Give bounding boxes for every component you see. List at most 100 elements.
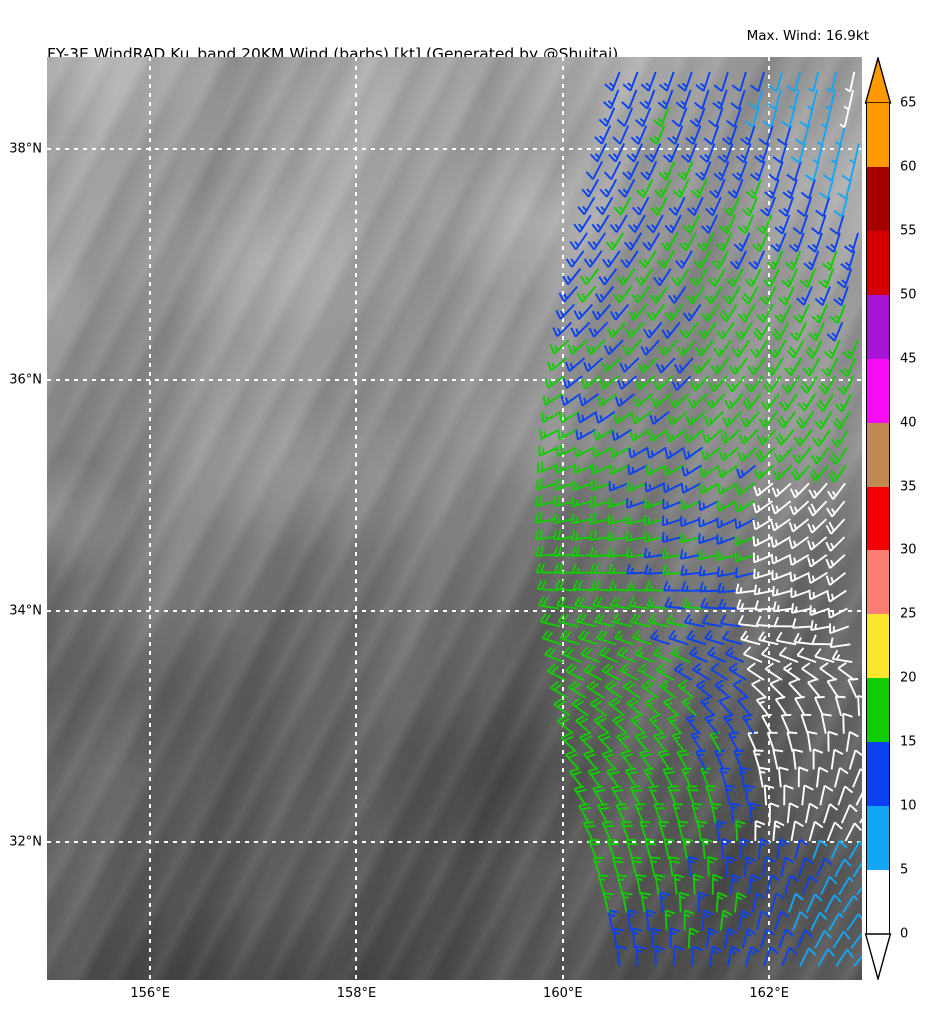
barb-half-flag — [758, 470, 763, 477]
wind-barb — [643, 531, 665, 543]
wind-barb — [560, 732, 577, 753]
barb-half-flag — [793, 523, 797, 530]
barb-shaft — [672, 803, 681, 824]
barb-full-flag — [600, 735, 611, 741]
barb-half-flag — [760, 842, 766, 847]
barb-half-flag — [716, 824, 723, 828]
wind-barb — [676, 749, 690, 770]
barb-full-flag — [644, 580, 651, 591]
wind-barb — [672, 945, 684, 967]
barb-full-flag — [698, 565, 703, 576]
barb-full-flag — [535, 562, 542, 573]
wind-barb-rainflagged — [833, 767, 849, 788]
barb-shaft — [708, 946, 714, 967]
wind-barb — [668, 629, 689, 646]
barb-full-flag — [586, 665, 596, 674]
barb-shaft — [628, 464, 648, 476]
barb-full-flag — [755, 820, 766, 826]
barb-shaft — [698, 536, 719, 545]
barb-full-flag — [579, 732, 590, 739]
barb-shaft — [766, 732, 776, 752]
barb-shaft — [556, 464, 576, 474]
wind-barb — [648, 714, 664, 735]
barb-shaft — [788, 893, 797, 913]
barb-full-flag — [572, 579, 579, 590]
wind-barb-rainflagged — [770, 518, 791, 532]
wind-barb — [554, 579, 576, 592]
barb-shaft — [837, 785, 846, 806]
barb-shaft — [736, 518, 755, 530]
wind-barb — [668, 856, 680, 877]
barb-full-flag — [647, 431, 653, 442]
barb-full-flag — [613, 927, 624, 932]
barb-full-flag — [716, 501, 720, 512]
barb-shaft — [718, 589, 739, 594]
barb-full-flag — [819, 839, 829, 848]
barb-shaft — [565, 670, 584, 681]
barb-shaft — [753, 571, 774, 580]
barb-shaft — [635, 946, 639, 967]
barb-half-flag — [793, 557, 797, 564]
wind-barb — [608, 580, 630, 592]
barb-shaft — [706, 856, 710, 877]
barb-shaft — [535, 518, 556, 524]
wind-barb — [705, 927, 719, 949]
barb-half-flag — [811, 524, 816, 531]
wind-barb-rainflagged — [742, 646, 763, 663]
barb-shaft — [707, 653, 727, 663]
wind-barb-rainflagged — [783, 662, 801, 681]
barb-half-flag — [720, 503, 724, 510]
barb-half-flag — [593, 550, 597, 557]
barb-shaft — [601, 669, 621, 681]
wind-barb — [644, 580, 666, 592]
wind-barb — [773, 446, 794, 464]
colorbar-tick-label: 10 — [900, 798, 917, 814]
barb-shaft — [645, 500, 665, 510]
barb-shaft — [700, 700, 716, 717]
barb-shaft — [608, 702, 625, 717]
barb-shaft — [648, 446, 667, 459]
barb-full-flag — [589, 513, 593, 524]
wind-barb — [812, 839, 829, 860]
barb-half-flag — [666, 484, 670, 491]
barb-half-flag — [728, 651, 734, 657]
barb-shaft — [790, 571, 810, 583]
barb-shaft — [699, 571, 720, 577]
barb-half-flag — [613, 466, 616, 473]
wind-barb — [734, 535, 755, 546]
barb-half-flag — [679, 824, 685, 828]
barb-full-flag — [814, 648, 822, 658]
barb-full-flag — [681, 466, 686, 477]
wind-barb — [806, 893, 823, 913]
barb-shaft — [723, 716, 737, 735]
barb-shaft — [814, 930, 826, 949]
wind-barb — [729, 802, 741, 824]
barb-full-flag — [825, 558, 831, 569]
barb-half-flag — [597, 432, 601, 438]
barb-half-flag — [633, 719, 640, 724]
wind-barb — [608, 497, 629, 509]
barb-shaft — [672, 946, 676, 967]
barb-full-flag — [674, 945, 684, 951]
barb-shaft — [715, 892, 720, 913]
barb-full-flag — [809, 472, 817, 482]
barb-full-flag — [574, 700, 585, 708]
barb-half-flag — [670, 931, 677, 936]
wind-barb-rainflagged — [848, 749, 862, 770]
barb-full-flag — [661, 548, 666, 559]
barb-half-flag — [615, 432, 619, 439]
barb-full-flag — [807, 556, 812, 567]
barb-shaft — [601, 822, 612, 842]
barb-shaft — [848, 841, 861, 860]
colorbar-tick-label: 35 — [900, 479, 917, 495]
barb-shaft — [780, 715, 791, 735]
barb-half-flag — [693, 736, 700, 740]
wind-barb — [592, 446, 613, 458]
barb-full-flag — [741, 838, 751, 844]
barb-full-flag — [753, 568, 756, 579]
wind-barb-rainflagged — [753, 568, 774, 580]
barb-full-flag — [712, 945, 722, 952]
barb-half-flag — [707, 860, 714, 864]
barb-shaft — [832, 930, 845, 949]
